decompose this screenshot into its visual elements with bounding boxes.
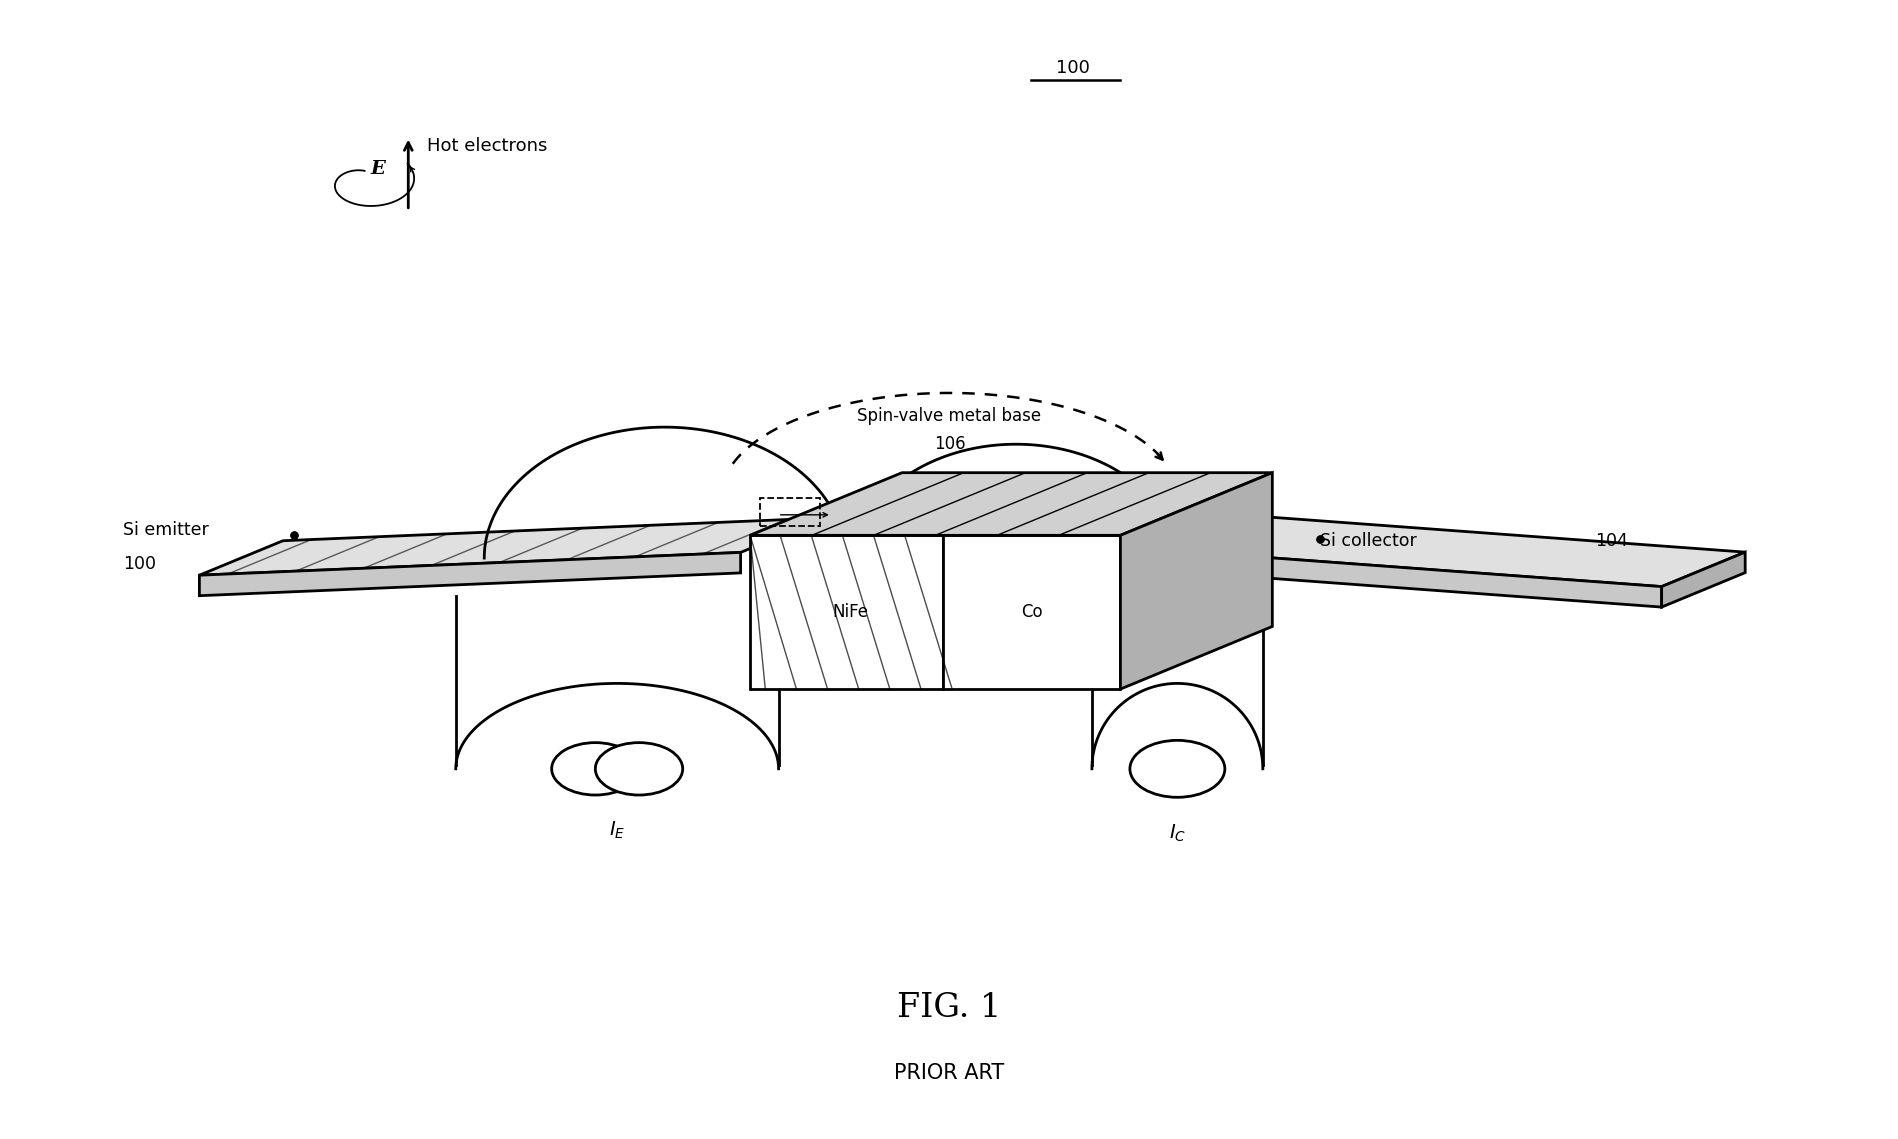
Text: Hot electrons: Hot electrons (427, 137, 547, 155)
Text: $I_C$: $I_C$ (1167, 822, 1186, 844)
Bar (759, 498, 820, 526)
Text: Co: Co (1021, 604, 1042, 621)
Text: 106: 106 (934, 435, 964, 453)
Polygon shape (199, 518, 824, 575)
Text: E: E (370, 159, 385, 178)
Polygon shape (1120, 473, 1272, 689)
Text: 100: 100 (1055, 59, 1089, 77)
Text: NiFe: NiFe (831, 604, 867, 621)
Text: Si emitter: Si emitter (123, 521, 209, 539)
Polygon shape (750, 535, 941, 689)
Text: Spin-valve metal base: Spin-valve metal base (858, 407, 1040, 425)
Polygon shape (941, 535, 1120, 689)
Circle shape (596, 743, 683, 795)
Text: Si collector: Si collector (1319, 532, 1416, 550)
Polygon shape (750, 473, 1272, 535)
Circle shape (550, 743, 638, 795)
Text: $I_E$: $I_E$ (609, 820, 624, 842)
Text: 104: 104 (1594, 532, 1627, 550)
Polygon shape (1120, 547, 1661, 607)
Polygon shape (1661, 552, 1744, 607)
Polygon shape (199, 552, 740, 596)
Text: FIG. 1: FIG. 1 (898, 992, 1000, 1024)
Polygon shape (1120, 513, 1744, 587)
Text: 100: 100 (123, 555, 156, 573)
Text: PRIOR ART: PRIOR ART (894, 1063, 1004, 1083)
Circle shape (1129, 740, 1224, 797)
